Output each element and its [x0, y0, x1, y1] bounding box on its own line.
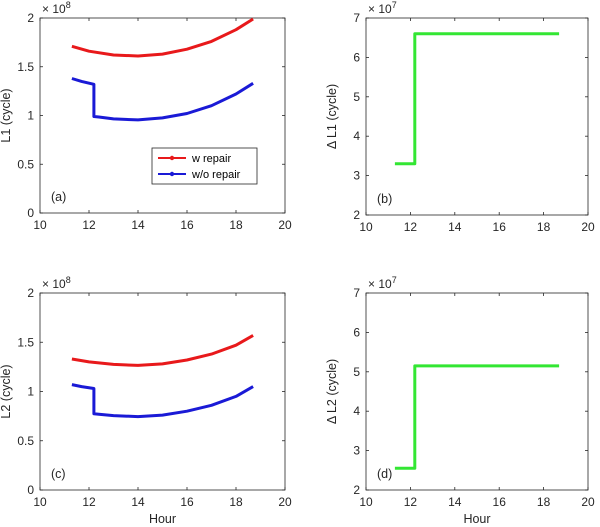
y-tick-label-d: 4	[353, 404, 360, 418]
y-tick-label-a: 0.5	[17, 157, 34, 171]
x-axis-label-c: Hour	[149, 512, 176, 526]
y-tick-label-c: 1.5	[17, 335, 34, 349]
y-tick-label-d: 2	[353, 483, 360, 497]
legend-marker-0	[169, 155, 175, 161]
y-tick-label-c: 1	[27, 385, 34, 399]
x-tick-label-d: 20	[581, 495, 595, 509]
panel-c: 10 12 14 16 18 20 0 0.5 1 1.5 2 × 108 L2 (cycle) Hour…	[0, 275, 292, 526]
x-axis-label-d: Hour	[463, 512, 490, 526]
axis-exponent-d: × 107	[368, 275, 397, 291]
series-line-a-0	[71, 17, 254, 58]
legend-a: w repair w/o repair	[151, 147, 258, 185]
y-axis-label-b: Δ L1 (cycle)	[325, 84, 339, 149]
x-tick-label-c: 14	[131, 495, 145, 509]
panel-label-c: (c)	[51, 467, 66, 481]
series-line-a-1	[71, 77, 254, 122]
series-line-c-1	[71, 383, 254, 419]
x-tick-label-a: 14	[131, 218, 145, 232]
y-tick-label-b: 2	[353, 208, 360, 222]
x-tick-label-a: 12	[82, 218, 96, 232]
y-tick-label-b: 3	[353, 169, 360, 183]
y-tick-label-a: 2	[27, 11, 34, 25]
axis-exponent-a: × 108	[42, 0, 71, 16]
x-tick-label-b: 18	[537, 220, 551, 234]
panel-a: 10 12 14 16 18 20 0 0.5 1 1.5 2 × 108 L1 (cycle) (a) w…	[0, 0, 292, 232]
x-tick-label-a: 16	[180, 218, 194, 232]
x-tick-label-d: 12	[404, 495, 418, 509]
exponent-base-a: × 10	[42, 2, 66, 16]
y-tick-label-c: 2	[27, 286, 34, 300]
legend-box	[151, 147, 258, 185]
y-tick-label-a: 0	[27, 206, 34, 220]
x-tick-label-c: 16	[180, 495, 194, 509]
legend-label-0: w repair	[191, 153, 231, 165]
exponent-power-d: 7	[392, 275, 397, 285]
x-tick-label-a: 10	[33, 218, 47, 232]
y-tick-label-b: 5	[353, 90, 360, 104]
x-tick-label-b: 20	[581, 220, 595, 234]
x-tick-label-c: 20	[278, 495, 292, 509]
exponent-base-c: × 10	[42, 277, 66, 291]
axes-frame-c	[39, 292, 286, 491]
y-axis-label-c: L2 (cycle)	[0, 364, 13, 418]
panel-label-d: (d)	[377, 467, 392, 481]
exponent-base-d: × 10	[368, 277, 392, 291]
series-line-d-0	[394, 364, 560, 470]
y-tick-label-a: 1.5	[17, 60, 34, 74]
x-tick-label-c: 10	[33, 495, 47, 509]
y-tick-label-a: 1	[27, 109, 34, 123]
exponent-base-b: × 10	[368, 2, 392, 16]
x-tick-label-d: 16	[493, 495, 507, 509]
panel-label-a: (a)	[51, 190, 66, 204]
x-tick-label-d: 14	[448, 495, 462, 509]
y-tick-label-c: 0.5	[17, 434, 34, 448]
legend-label-1: w/o repair	[191, 169, 241, 181]
axes-frame-d	[365, 292, 589, 491]
y-tick-label-b: 6	[353, 50, 360, 64]
x-tick-label-c: 12	[82, 495, 96, 509]
axis-exponent-b: × 107	[368, 0, 397, 16]
exponent-power-c: 8	[66, 275, 71, 285]
y-tick-label-d: 5	[353, 365, 360, 379]
axes-frame-b	[365, 17, 589, 216]
exponent-power-a: 8	[66, 0, 71, 10]
y-tick-label-b: 4	[353, 129, 360, 143]
x-tick-label-c: 18	[229, 495, 243, 509]
x-tick-label-d: 10	[359, 495, 373, 509]
y-tick-label-b: 7	[353, 11, 360, 25]
axis-exponent-c: × 108	[42, 275, 71, 291]
series-line-b-0	[394, 32, 560, 166]
x-tick-label-d: 18	[537, 495, 551, 509]
x-tick-label-b: 16	[493, 220, 507, 234]
x-tick-label-b: 10	[359, 220, 373, 234]
y-tick-label-c: 0	[27, 483, 34, 497]
y-tick-label-d: 3	[353, 444, 360, 458]
panel-label-b: (b)	[377, 192, 392, 206]
y-axis-label-d: Δ L2 (cycle)	[325, 359, 339, 424]
y-axis-label-a: L1 (cycle)	[0, 88, 13, 142]
x-tick-label-b: 14	[448, 220, 462, 234]
x-tick-label-a: 20	[278, 218, 292, 232]
y-tick-label-d: 6	[353, 325, 360, 339]
x-tick-label-b: 12	[404, 220, 418, 234]
x-tick-label-a: 18	[229, 218, 243, 232]
legend-marker-1	[169, 171, 175, 177]
y-tick-label-d: 7	[353, 286, 360, 300]
exponent-power-b: 7	[392, 0, 397, 10]
series-line-c-0	[71, 334, 254, 367]
